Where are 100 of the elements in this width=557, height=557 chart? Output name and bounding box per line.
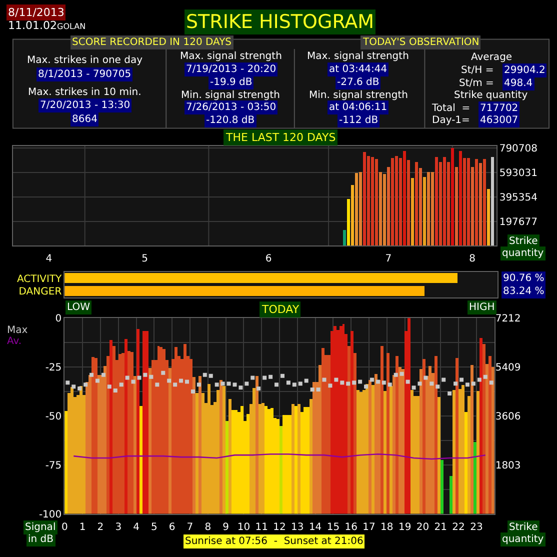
x-tick-label: 13	[291, 522, 304, 533]
y-tick-label: 0	[55, 314, 62, 325]
bar	[106, 356, 110, 514]
bar	[406, 160, 410, 246]
x-tick-label: 7	[385, 254, 392, 265]
text: Day-1=	[432, 115, 474, 126]
text: HIGH	[469, 302, 495, 313]
bar	[458, 389, 462, 514]
text: TODAY'S OBSERVATION	[362, 37, 480, 48]
bar	[328, 355, 331, 514]
y-tick-label: -100	[38, 509, 62, 520]
x-tick-label: 23	[470, 522, 483, 533]
bar	[246, 414, 250, 514]
bar	[264, 406, 268, 514]
bar	[474, 442, 477, 514]
bar	[462, 158, 466, 246]
bar	[358, 172, 362, 246]
bar	[94, 358, 98, 514]
bar	[416, 396, 420, 514]
bar	[442, 156, 446, 246]
text: Max. strikes in 10 min.	[28, 87, 142, 98]
y-tick-label: 197677	[499, 216, 538, 228]
y-tick-label: -75	[45, 460, 62, 472]
bar	[470, 365, 474, 514]
bar	[350, 184, 354, 246]
x-tick-label: 14	[308, 522, 322, 533]
text: LOW	[67, 302, 90, 313]
y2-tick-label: 3606	[495, 411, 521, 422]
bar	[202, 393, 205, 514]
text: at 03:44:44	[329, 64, 388, 75]
text: Max. signal strength	[307, 51, 409, 62]
bar	[398, 158, 402, 246]
bar	[438, 162, 442, 246]
x-tick-label: 15	[326, 522, 340, 533]
y-tick-label: 790708	[499, 143, 538, 154]
bar	[342, 230, 346, 246]
bar	[450, 148, 454, 246]
bar	[454, 166, 458, 246]
bar	[434, 156, 438, 246]
bar	[366, 156, 370, 246]
text: -27.6 dB	[337, 77, 380, 88]
text: Max. signal strength	[180, 51, 282, 62]
bar	[374, 158, 378, 246]
x-tick-label: 6	[265, 254, 272, 265]
text: Total =	[431, 103, 474, 114]
bar	[446, 162, 450, 246]
bar	[490, 156, 494, 246]
text: Min. signal strength	[181, 90, 280, 101]
bar	[476, 391, 480, 514]
x-tick-label: 12	[273, 522, 286, 533]
bar	[346, 198, 350, 246]
text: Strike quantity	[454, 90, 528, 101]
bar	[430, 172, 434, 246]
y-tick-label: -25	[45, 362, 62, 374]
bar	[354, 353, 357, 514]
x-tick-label: 21	[434, 522, 447, 533]
y2-axis-title: Strike quantity	[502, 522, 544, 545]
bar	[426, 172, 430, 246]
text: at 04:06:11	[329, 102, 388, 113]
text: Max	[7, 325, 28, 336]
x-tick-label: 10	[237, 522, 250, 533]
text: 8664	[72, 114, 98, 125]
bar	[362, 152, 366, 246]
x-tick-label: 22	[452, 522, 465, 533]
bar	[232, 410, 235, 514]
text: 463007	[480, 115, 518, 126]
bar	[282, 415, 286, 514]
bar	[394, 156, 398, 246]
bar	[486, 188, 490, 246]
bar	[124, 339, 128, 514]
bar	[252, 388, 256, 514]
text: Sunrise at 07:56 - Sunset at 21:06	[185, 536, 364, 547]
bar	[458, 150, 462, 246]
x-tick-label: 9	[222, 522, 229, 533]
bar	[386, 166, 390, 246]
bar	[382, 174, 386, 246]
bar	[470, 166, 474, 246]
bar	[464, 412, 468, 514]
bar	[366, 384, 369, 514]
text: Av.	[7, 336, 22, 347]
text: SCORE RECORDED IN 120 DAYS	[72, 37, 232, 48]
bar	[418, 168, 422, 246]
text: 8/1/2013 - 790705	[38, 69, 132, 80]
text: STRIKE HISTOGRAM	[186, 11, 374, 33]
text: Average	[471, 52, 512, 63]
text: 11.01.02	[8, 19, 57, 32]
bar	[422, 176, 426, 246]
y-axis-title: Signal in dB	[25, 522, 56, 545]
bar	[168, 368, 172, 514]
text: St/m =	[459, 78, 498, 89]
x-tick-label: 4	[46, 254, 52, 265]
bar	[228, 399, 232, 514]
bar	[280, 426, 283, 514]
text: 29904.2	[504, 65, 546, 76]
y-axis-title: Strike quantity	[502, 236, 544, 259]
x-tick-label: 11	[255, 522, 268, 533]
bar	[384, 391, 387, 514]
data-label: 83.24 %	[503, 286, 544, 297]
bar	[438, 397, 441, 514]
bar	[462, 385, 465, 514]
